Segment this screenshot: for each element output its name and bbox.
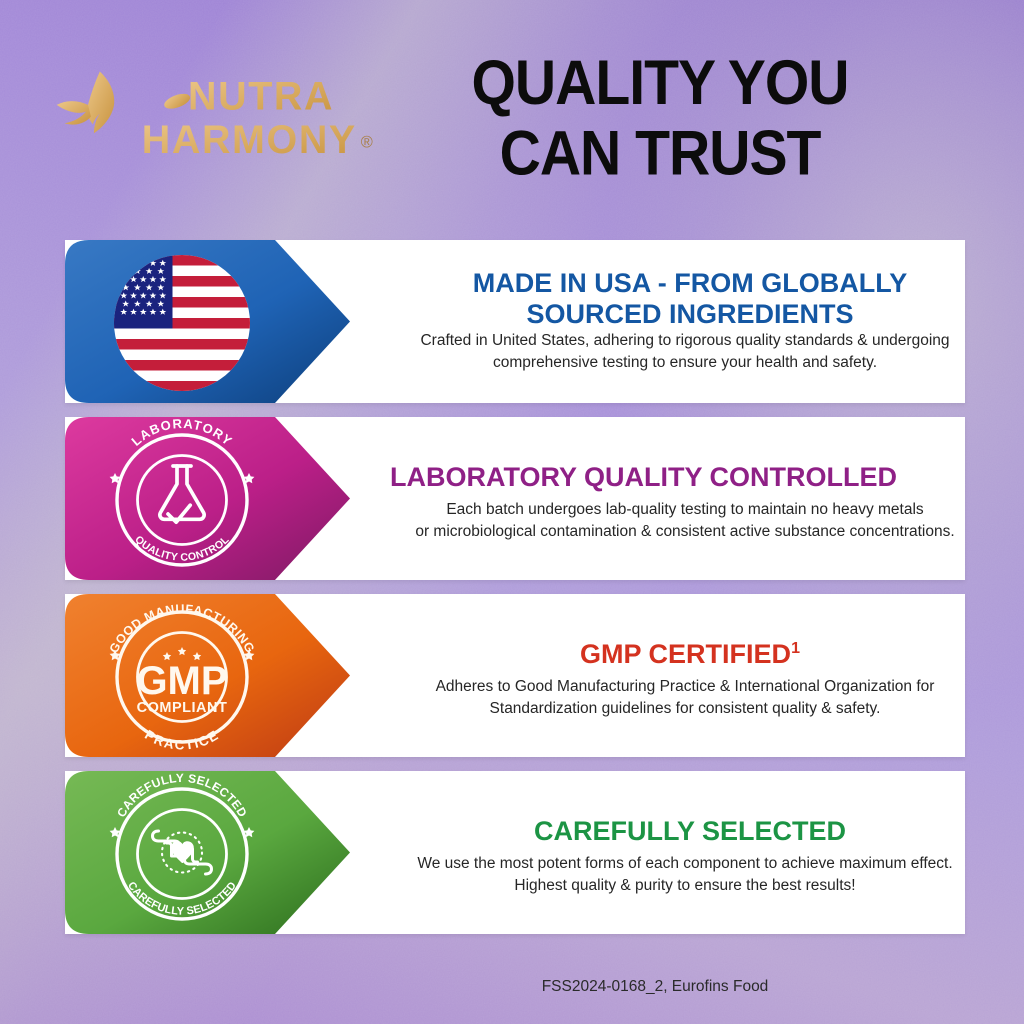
svg-text:LABORATORY: LABORATORY xyxy=(128,417,235,449)
svg-text:®: ® xyxy=(361,133,373,151)
svg-text:COMPLIANT: COMPLIANT xyxy=(137,700,228,716)
svg-text:QUALITY CONTROL: QUALITY CONTROL xyxy=(132,533,231,563)
svg-text:PRACTICE: PRACTICE xyxy=(142,727,222,753)
svg-text:GMP: GMP xyxy=(136,659,227,703)
svg-text:NUTRA: NUTRA xyxy=(188,74,334,118)
svg-text:CAREFULLY SELECTED: CAREFULLY SELECTED xyxy=(114,771,250,820)
svg-text:HARMONY: HARMONY xyxy=(142,118,357,162)
